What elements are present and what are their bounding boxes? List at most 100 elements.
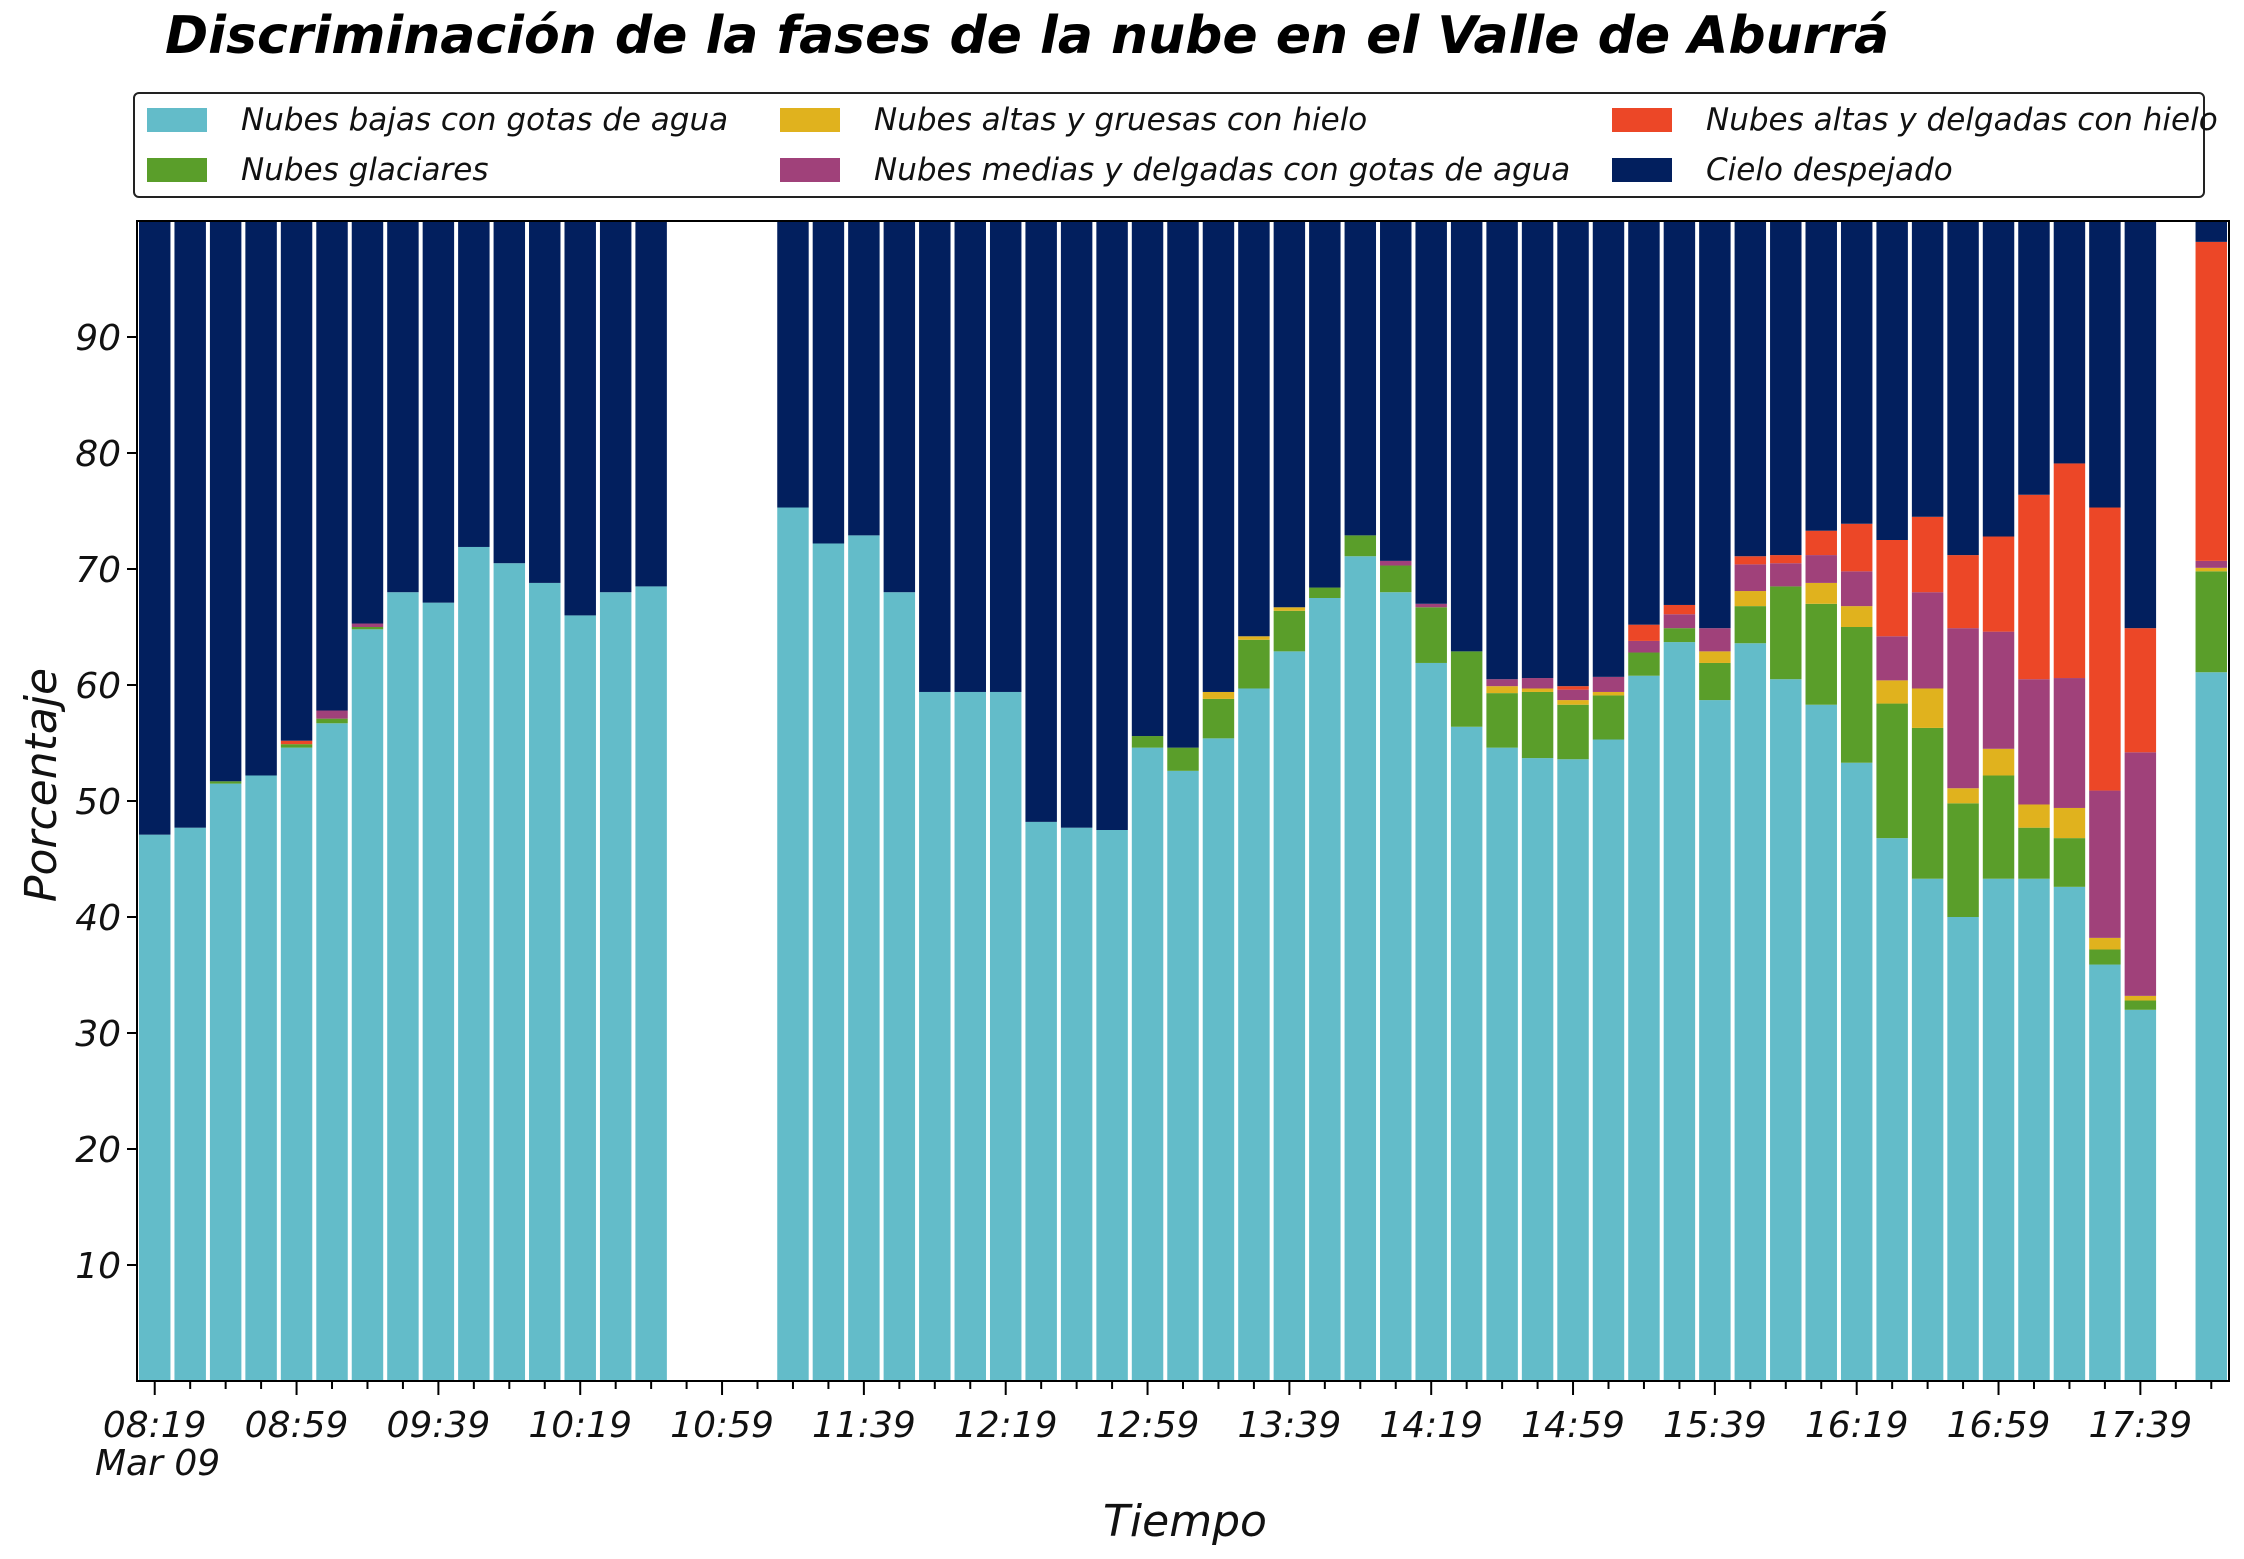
bar-segment <box>1344 556 1377 1381</box>
bar-segment <box>1805 603 1837 705</box>
bar-segment <box>1592 676 1625 692</box>
bar-segment <box>1025 221 1057 822</box>
bar-segment <box>1415 607 1447 663</box>
bar-segment <box>1876 540 1908 637</box>
bar-segment <box>1557 704 1589 760</box>
bar-segment <box>351 629 384 1381</box>
bar-segment <box>1840 627 1873 763</box>
bar-segment <box>1770 221 1802 556</box>
legend-label: Nubes altas y gruesas con hielo <box>874 102 1368 138</box>
bar-segment <box>1663 628 1696 643</box>
bar-segment <box>2124 995 2157 1001</box>
bar-segment <box>1840 606 1873 627</box>
legend-swatch <box>147 158 207 182</box>
bar-segment <box>1876 680 1908 704</box>
bar-segment <box>1770 555 1802 564</box>
bar-segment <box>1911 221 1944 517</box>
bar-segment <box>1840 762 1873 1381</box>
bar-segment <box>1876 636 1908 681</box>
legend-item: Cielo despejado <box>1612 150 1953 190</box>
bar-segment <box>812 221 845 544</box>
legend-item: Nubes medias y delgadas con gotas de agu… <box>780 150 1570 190</box>
bar-segment <box>1557 700 1589 705</box>
bar-segment <box>919 221 951 692</box>
bar-segment <box>1167 770 1199 1381</box>
x-tick-label: 13:39 <box>1237 1405 1341 1446</box>
bar-segment <box>2053 807 2086 839</box>
bar-segment <box>1238 639 1270 689</box>
bar-segment <box>564 615 596 1381</box>
bar-segment <box>458 221 490 547</box>
bar-segment <box>2018 679 2050 805</box>
bar-segment <box>635 221 667 587</box>
bar-segment <box>1202 221 1235 692</box>
bar-segment <box>848 535 880 1381</box>
bar-segment <box>1770 586 1802 680</box>
bar-segment <box>280 221 313 741</box>
legend-label: Nubes bajas con gotas de agua <box>241 102 729 138</box>
bar-segment <box>280 747 313 1381</box>
bar-segment <box>1805 530 1837 556</box>
x-tick-label: 14:59 <box>1521 1405 1625 1446</box>
legend-item: Nubes altas y gruesas con hielo <box>780 100 1367 140</box>
bar-segment <box>2195 571 2227 673</box>
bar-segment <box>139 221 171 835</box>
x-axis-label: Tiempo <box>1103 1496 1267 1547</box>
x-axis-date-label: Mar 09 <box>95 1443 220 1484</box>
bar-segment <box>1238 688 1270 1381</box>
bar-segment <box>2089 507 2121 791</box>
bar-segment <box>2089 221 2121 508</box>
bar-segment <box>1450 221 1483 652</box>
y-tick-label: 40 <box>75 898 121 939</box>
bar-segment <box>2195 241 2227 561</box>
bar-segment <box>1592 691 1625 696</box>
bar-segment <box>1273 651 1306 1381</box>
bar-segment <box>1699 221 1731 629</box>
bar-segment <box>1202 738 1235 1381</box>
bar-segment <box>2124 221 2157 629</box>
bar-segment <box>1982 775 2015 879</box>
bar-segment <box>139 834 171 1381</box>
x-tick-label: 12:19 <box>954 1405 1058 1446</box>
bar-segment <box>1734 606 1767 644</box>
bar-segment <box>1238 636 1270 640</box>
bar-segment <box>1805 582 1837 604</box>
legend-item: Nubes glaciares <box>147 150 489 190</box>
chart-title: Discriminación de la fases de la nube en… <box>165 6 1890 66</box>
y-tick-label: 30 <box>75 1014 121 1055</box>
bar-segment <box>1982 536 2015 632</box>
bar-segment <box>1947 628 1979 789</box>
bar-segment <box>1734 564 1767 592</box>
legend-label: Cielo despejado <box>1706 152 1953 188</box>
bar-segment <box>209 781 242 784</box>
bar-segment <box>1840 523 1873 572</box>
bar-segment <box>1876 221 1908 540</box>
bar-segment <box>351 221 384 624</box>
bar-segment <box>2195 567 2227 572</box>
legend-swatch <box>1612 108 1672 132</box>
bar-segment <box>1486 747 1518 1381</box>
bar-segment <box>883 592 916 1381</box>
bar-segment <box>1344 221 1377 536</box>
bar-segment <box>1096 221 1128 830</box>
bar-segment <box>1805 704 1837 1381</box>
bar-segment <box>2124 628 2157 753</box>
bar-segment <box>245 775 277 1381</box>
bar-segment <box>2195 560 2227 568</box>
x-tick-label: 16:19 <box>1805 1405 1909 1446</box>
bar-segment <box>1947 917 1979 1381</box>
bar-segment <box>1699 651 1731 663</box>
bar-segment <box>316 710 348 719</box>
bar-segment <box>387 221 419 593</box>
bar-segment <box>2018 878 2050 1381</box>
bar-segment <box>1450 651 1483 727</box>
bar-segment <box>351 623 384 627</box>
y-tick-label: 60 <box>75 666 121 707</box>
bar-segment <box>2053 463 2086 679</box>
bar-segment <box>2195 221 2227 242</box>
x-tick-label: 08:19 <box>103 1405 207 1446</box>
bar-segment <box>1663 604 1696 615</box>
bar-segment <box>1982 748 2015 776</box>
bar-segment <box>1309 587 1341 598</box>
bar-segment <box>1805 555 1837 583</box>
